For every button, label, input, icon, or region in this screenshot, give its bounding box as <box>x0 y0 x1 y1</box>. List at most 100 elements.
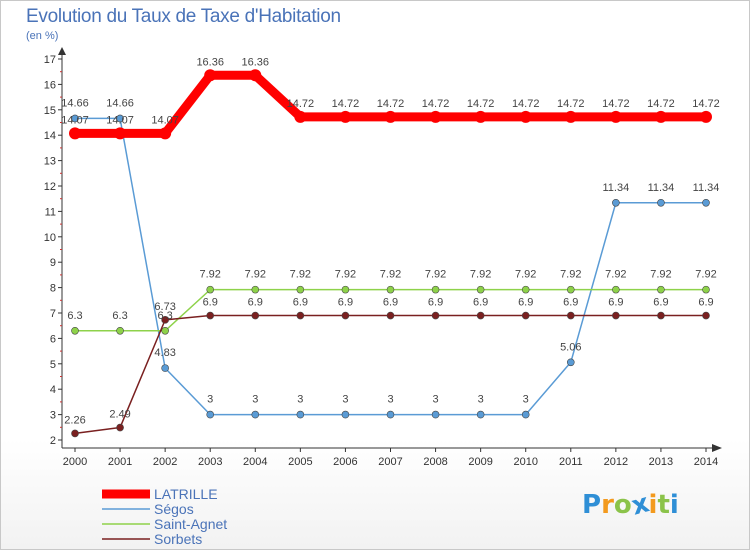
data-point <box>161 326 169 335</box>
data-point <box>519 110 532 123</box>
data-label: 14.07 <box>151 114 179 126</box>
data-label: 14.72 <box>557 98 585 110</box>
data-point <box>71 429 79 438</box>
data-point <box>114 127 127 140</box>
y-tick-label: 13 <box>44 156 56 168</box>
y-tick-label: 11 <box>45 206 56 218</box>
data-label: 6.9 <box>608 297 623 309</box>
data-label: 6.9 <box>563 297 578 309</box>
x-tick-label: 2013 <box>649 456 673 468</box>
data-point <box>71 114 79 123</box>
data-label: 14.72 <box>647 98 675 110</box>
data-point <box>431 410 440 419</box>
axes: 2 3 4 5 6 7 8 9 10 11 12 13 14 15 16 17 2000 2001 2002 2003… <box>44 47 722 468</box>
data-point <box>521 285 530 294</box>
data-point <box>294 110 307 123</box>
y-tick-label: 7 <box>50 308 56 320</box>
legend-item: Saint-Agnet <box>102 516 227 532</box>
data-point <box>251 410 260 419</box>
data-label: 6.9 <box>383 297 398 309</box>
proxiti-logo: Proxiti <box>582 488 679 521</box>
data-label: 3 <box>297 394 303 406</box>
x-tick-label: 2010 <box>513 456 537 468</box>
data-point <box>251 285 260 294</box>
y-tick-label: 15 <box>44 105 56 117</box>
data-point <box>116 114 124 123</box>
chart-title: Evolution du Taux de Taxe d'Habitation <box>26 6 341 27</box>
data-label: 14.66 <box>61 97 89 109</box>
data-point <box>431 311 440 320</box>
data-point <box>69 127 81 140</box>
data-point <box>566 358 575 367</box>
data-label: 6.73 <box>154 301 175 313</box>
y-tick-label: 17 <box>44 54 56 66</box>
data-point <box>700 110 712 123</box>
x-tick-label: 2001 <box>108 456 132 468</box>
data-label: 3 <box>342 394 348 406</box>
data-label: 7.92 <box>470 269 491 281</box>
y-tick-label: 14 <box>44 130 56 142</box>
legend-label: Saint-Agnet <box>154 516 227 532</box>
series-latrille <box>69 69 712 140</box>
y-tick-label: 4 <box>50 384 56 396</box>
data-label: 7.92 <box>245 269 266 281</box>
x-tick-label: 2008 <box>423 456 447 468</box>
y-tick-label: 12 <box>44 181 56 193</box>
data-label: 14.72 <box>332 98 360 110</box>
legend-item: Sorbets <box>102 531 202 547</box>
data-label: 6.9 <box>203 297 218 309</box>
data-point <box>206 410 215 419</box>
data-point <box>654 110 667 123</box>
x-tick-label: 2009 <box>468 456 492 468</box>
x-tick-label: 2007 <box>378 456 402 468</box>
data-label: 14.72 <box>602 98 630 110</box>
logo-letter: i <box>669 490 679 520</box>
data-point <box>657 285 665 294</box>
x-axis-arrow <box>712 444 722 452</box>
data-point <box>702 198 710 207</box>
data-label: 6.9 <box>428 297 443 309</box>
data-label: 14.72 <box>287 98 315 110</box>
legend-label: Ségos <box>154 501 194 517</box>
data-point <box>161 316 169 324</box>
data-label: 3 <box>252 394 258 406</box>
data-label: 4.83 <box>154 347 175 359</box>
data-point <box>566 285 575 294</box>
data-point <box>476 311 485 320</box>
legend-item: LATRILLE <box>102 486 218 502</box>
data-label: 14.72 <box>512 98 540 110</box>
data-label: 6.3 <box>157 310 172 322</box>
data-label: 7.92 <box>605 269 626 281</box>
data-point <box>339 110 352 123</box>
data-label: 7.92 <box>650 269 671 281</box>
data-point <box>702 285 710 294</box>
data-point <box>71 326 79 335</box>
data-point <box>566 311 575 320</box>
data-label: 7.92 <box>425 269 446 281</box>
y-tick-label: 16 <box>44 79 56 91</box>
data-point <box>386 311 395 320</box>
y-tick-label: 9 <box>50 257 56 269</box>
data-point <box>474 110 487 123</box>
data-label: 3 <box>523 394 529 406</box>
data-label: 7.92 <box>695 269 716 281</box>
data-point <box>429 110 442 123</box>
x-tick-label: 2005 <box>288 456 312 468</box>
data-label: 7.92 <box>290 269 311 281</box>
data-label: 3 <box>433 394 439 406</box>
data-label: 6.3 <box>112 310 127 322</box>
data-label: 11.34 <box>693 182 720 194</box>
data-point <box>296 410 305 419</box>
data-label: 14.07 <box>61 114 89 126</box>
chart-subtitle: (en %) <box>26 30 59 42</box>
data-label: 7.92 <box>335 269 356 281</box>
logo-letter: P <box>582 490 602 520</box>
legend-item: Ségos <box>102 501 194 517</box>
data-point <box>612 198 620 207</box>
data-label: 14.72 <box>377 98 405 110</box>
data-point <box>431 285 440 294</box>
x-tick-label: 2004 <box>243 456 267 468</box>
data-point <box>521 410 530 419</box>
